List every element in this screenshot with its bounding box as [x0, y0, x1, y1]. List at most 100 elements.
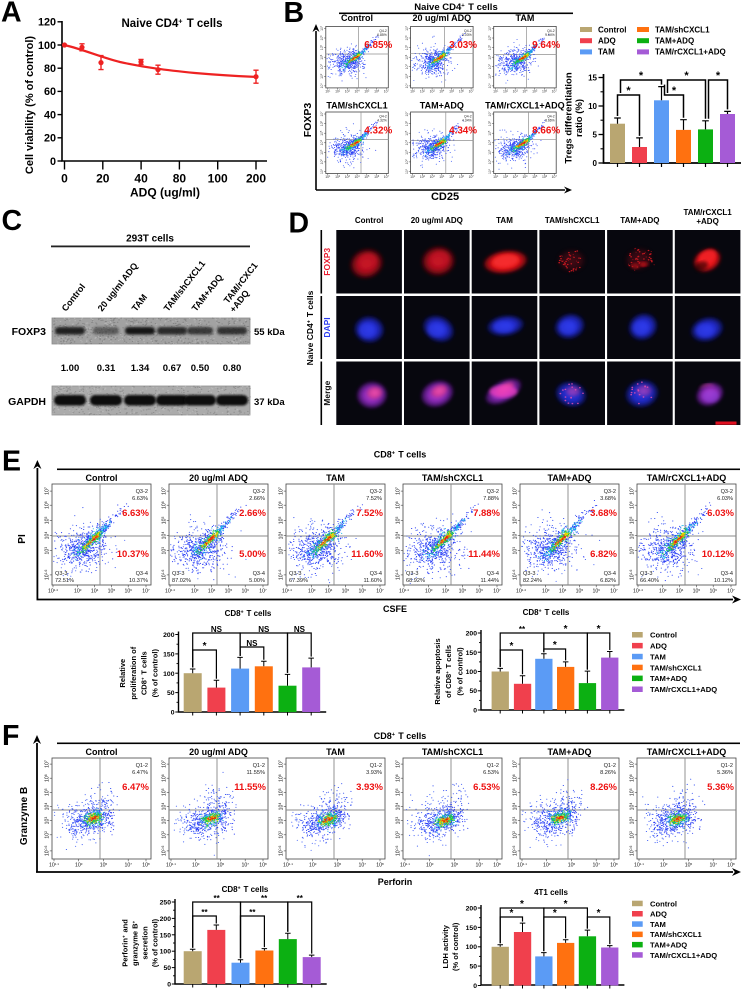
svg-text:105: 105 [512, 788, 518, 796]
svg-text:104: 104 [320, 54, 324, 60]
svg-text:A: A [1, 0, 22, 29]
svg-text:1.00: 1.00 [61, 363, 80, 374]
svg-text:103: 103 [488, 63, 492, 69]
svg-text:105: 105 [44, 788, 50, 796]
svg-text:Q3-4: Q3-4 [721, 571, 733, 577]
svg-text:104: 104 [395, 803, 401, 811]
svg-text:105: 105 [395, 788, 401, 796]
svg-text:107: 107 [259, 588, 267, 594]
svg-text:5: 5 [593, 130, 598, 139]
svg-text:107: 107 [709, 862, 717, 868]
svg-text:5.00%: 5.00% [239, 549, 266, 560]
svg-text:secretion: secretion [141, 926, 150, 960]
svg-text:106: 106 [395, 774, 401, 782]
svg-text:106: 106 [709, 588, 717, 594]
svg-text:106: 106 [488, 120, 492, 126]
svg-text:Perforin: Perforin [378, 877, 413, 887]
svg-text:6.85%: 6.85% [377, 33, 387, 37]
svg-text:105: 105 [161, 516, 167, 524]
svg-text:72.51%: 72.51% [55, 578, 74, 584]
svg-text:105: 105 [342, 588, 350, 594]
svg-text:ADQ: ADQ [650, 910, 667, 919]
svg-text:100: 100 [466, 669, 478, 676]
svg-text:105: 105 [629, 788, 635, 796]
svg-text:**: ** [297, 894, 304, 903]
svg-text:106: 106 [405, 35, 409, 41]
svg-text:Q1-2: Q1-2 [136, 763, 148, 769]
svg-text:106: 106 [542, 175, 548, 179]
svg-text:104: 104 [439, 175, 445, 179]
svg-text:100.6: 100.6 [395, 846, 401, 857]
svg-text:107: 107 [610, 588, 618, 594]
svg-text:200: 200 [163, 632, 175, 639]
svg-text:20 ug/ml ADQ: 20 ug/ml ADQ [412, 13, 471, 23]
svg-text:6.53%: 6.53% [483, 770, 499, 776]
svg-text:104: 104 [325, 588, 333, 594]
svg-text:107: 107 [241, 862, 249, 868]
svg-text:0.31: 0.31 [97, 363, 116, 374]
svg-text:102: 102 [488, 159, 492, 165]
svg-text:101: 101 [320, 168, 324, 174]
svg-text:103: 103 [426, 862, 434, 868]
svg-text:106: 106 [44, 501, 50, 509]
svg-text:ratio (%): ratio (%) [574, 99, 585, 137]
svg-text:103: 103 [512, 817, 518, 825]
svg-text:104: 104 [91, 588, 99, 594]
svg-text:108: 108 [376, 862, 384, 868]
svg-text:104: 104 [44, 803, 50, 811]
svg-text:107: 107 [395, 760, 401, 768]
svg-text:TAM/rCXCL1+ADQ: TAM/rCXCL1+ADQ [650, 951, 717, 960]
svg-text:106: 106 [459, 89, 465, 93]
svg-text:104: 104 [629, 803, 635, 811]
svg-text:102: 102 [512, 831, 518, 839]
svg-text:0: 0 [593, 159, 598, 168]
svg-text:NS: NS [211, 625, 223, 634]
svg-text:101.6: 101.6 [278, 570, 284, 581]
svg-text:50: 50 [469, 688, 477, 695]
svg-text:TAM: TAM [326, 747, 345, 757]
svg-text:3.68%: 3.68% [600, 496, 616, 502]
svg-text:104: 104 [44, 532, 50, 540]
svg-text:Control: Control [650, 631, 677, 640]
svg-text:20: 20 [96, 172, 110, 186]
svg-text:6.85%: 6.85% [364, 40, 392, 51]
svg-text:101: 101 [493, 175, 499, 179]
svg-text:Q3-3: Q3-3 [289, 571, 301, 577]
svg-text:0: 0 [61, 172, 68, 186]
svg-text:107: 107 [592, 862, 600, 868]
svg-text:100.6: 100.6 [629, 846, 635, 857]
svg-text:Control: Control [598, 25, 626, 34]
svg-text:104: 104 [395, 532, 401, 540]
svg-text:PI: PI [17, 534, 28, 544]
svg-text:5.00%: 5.00% [249, 578, 265, 584]
svg-text:105: 105 [576, 588, 584, 594]
svg-text:103: 103 [430, 175, 436, 179]
svg-text:108: 108 [610, 862, 618, 868]
svg-text:103: 103 [405, 149, 409, 155]
svg-text:9.64%: 9.64% [532, 40, 560, 51]
svg-text:104: 104 [629, 532, 635, 540]
svg-text:20 ug/ml ADQ: 20 ug/ml ADQ [189, 473, 248, 483]
svg-text:CD8+ T cells: CD8+ T cells [374, 450, 427, 460]
svg-text:TAM: TAM [650, 652, 666, 661]
svg-text:B: B [284, 0, 305, 29]
svg-text:*: * [553, 640, 557, 651]
svg-text:150: 150 [160, 932, 172, 939]
svg-text:101: 101 [325, 175, 331, 179]
svg-text:293T cells: 293T cells [126, 234, 174, 245]
svg-text:101: 101 [405, 83, 409, 89]
svg-text:104: 104 [559, 588, 567, 594]
svg-text:*: * [639, 70, 644, 82]
svg-text:200: 200 [160, 916, 172, 923]
svg-text:(% of control): (% of control) [151, 649, 160, 698]
svg-text:0: 0 [167, 982, 171, 989]
svg-text:107: 107 [124, 862, 132, 868]
svg-text:106: 106 [475, 588, 483, 594]
svg-text:Q4-2: Q4-2 [464, 29, 472, 33]
svg-text:CSFE: CSFE [383, 604, 407, 614]
svg-text:Q1-2: Q1-2 [487, 763, 499, 769]
svg-text:ADQ: ADQ [650, 642, 667, 651]
svg-text:Control: Control [341, 13, 373, 23]
svg-text:Q1-2: Q1-2 [721, 763, 733, 769]
svg-text:granzyme B+: granzyme B+ [131, 920, 140, 966]
